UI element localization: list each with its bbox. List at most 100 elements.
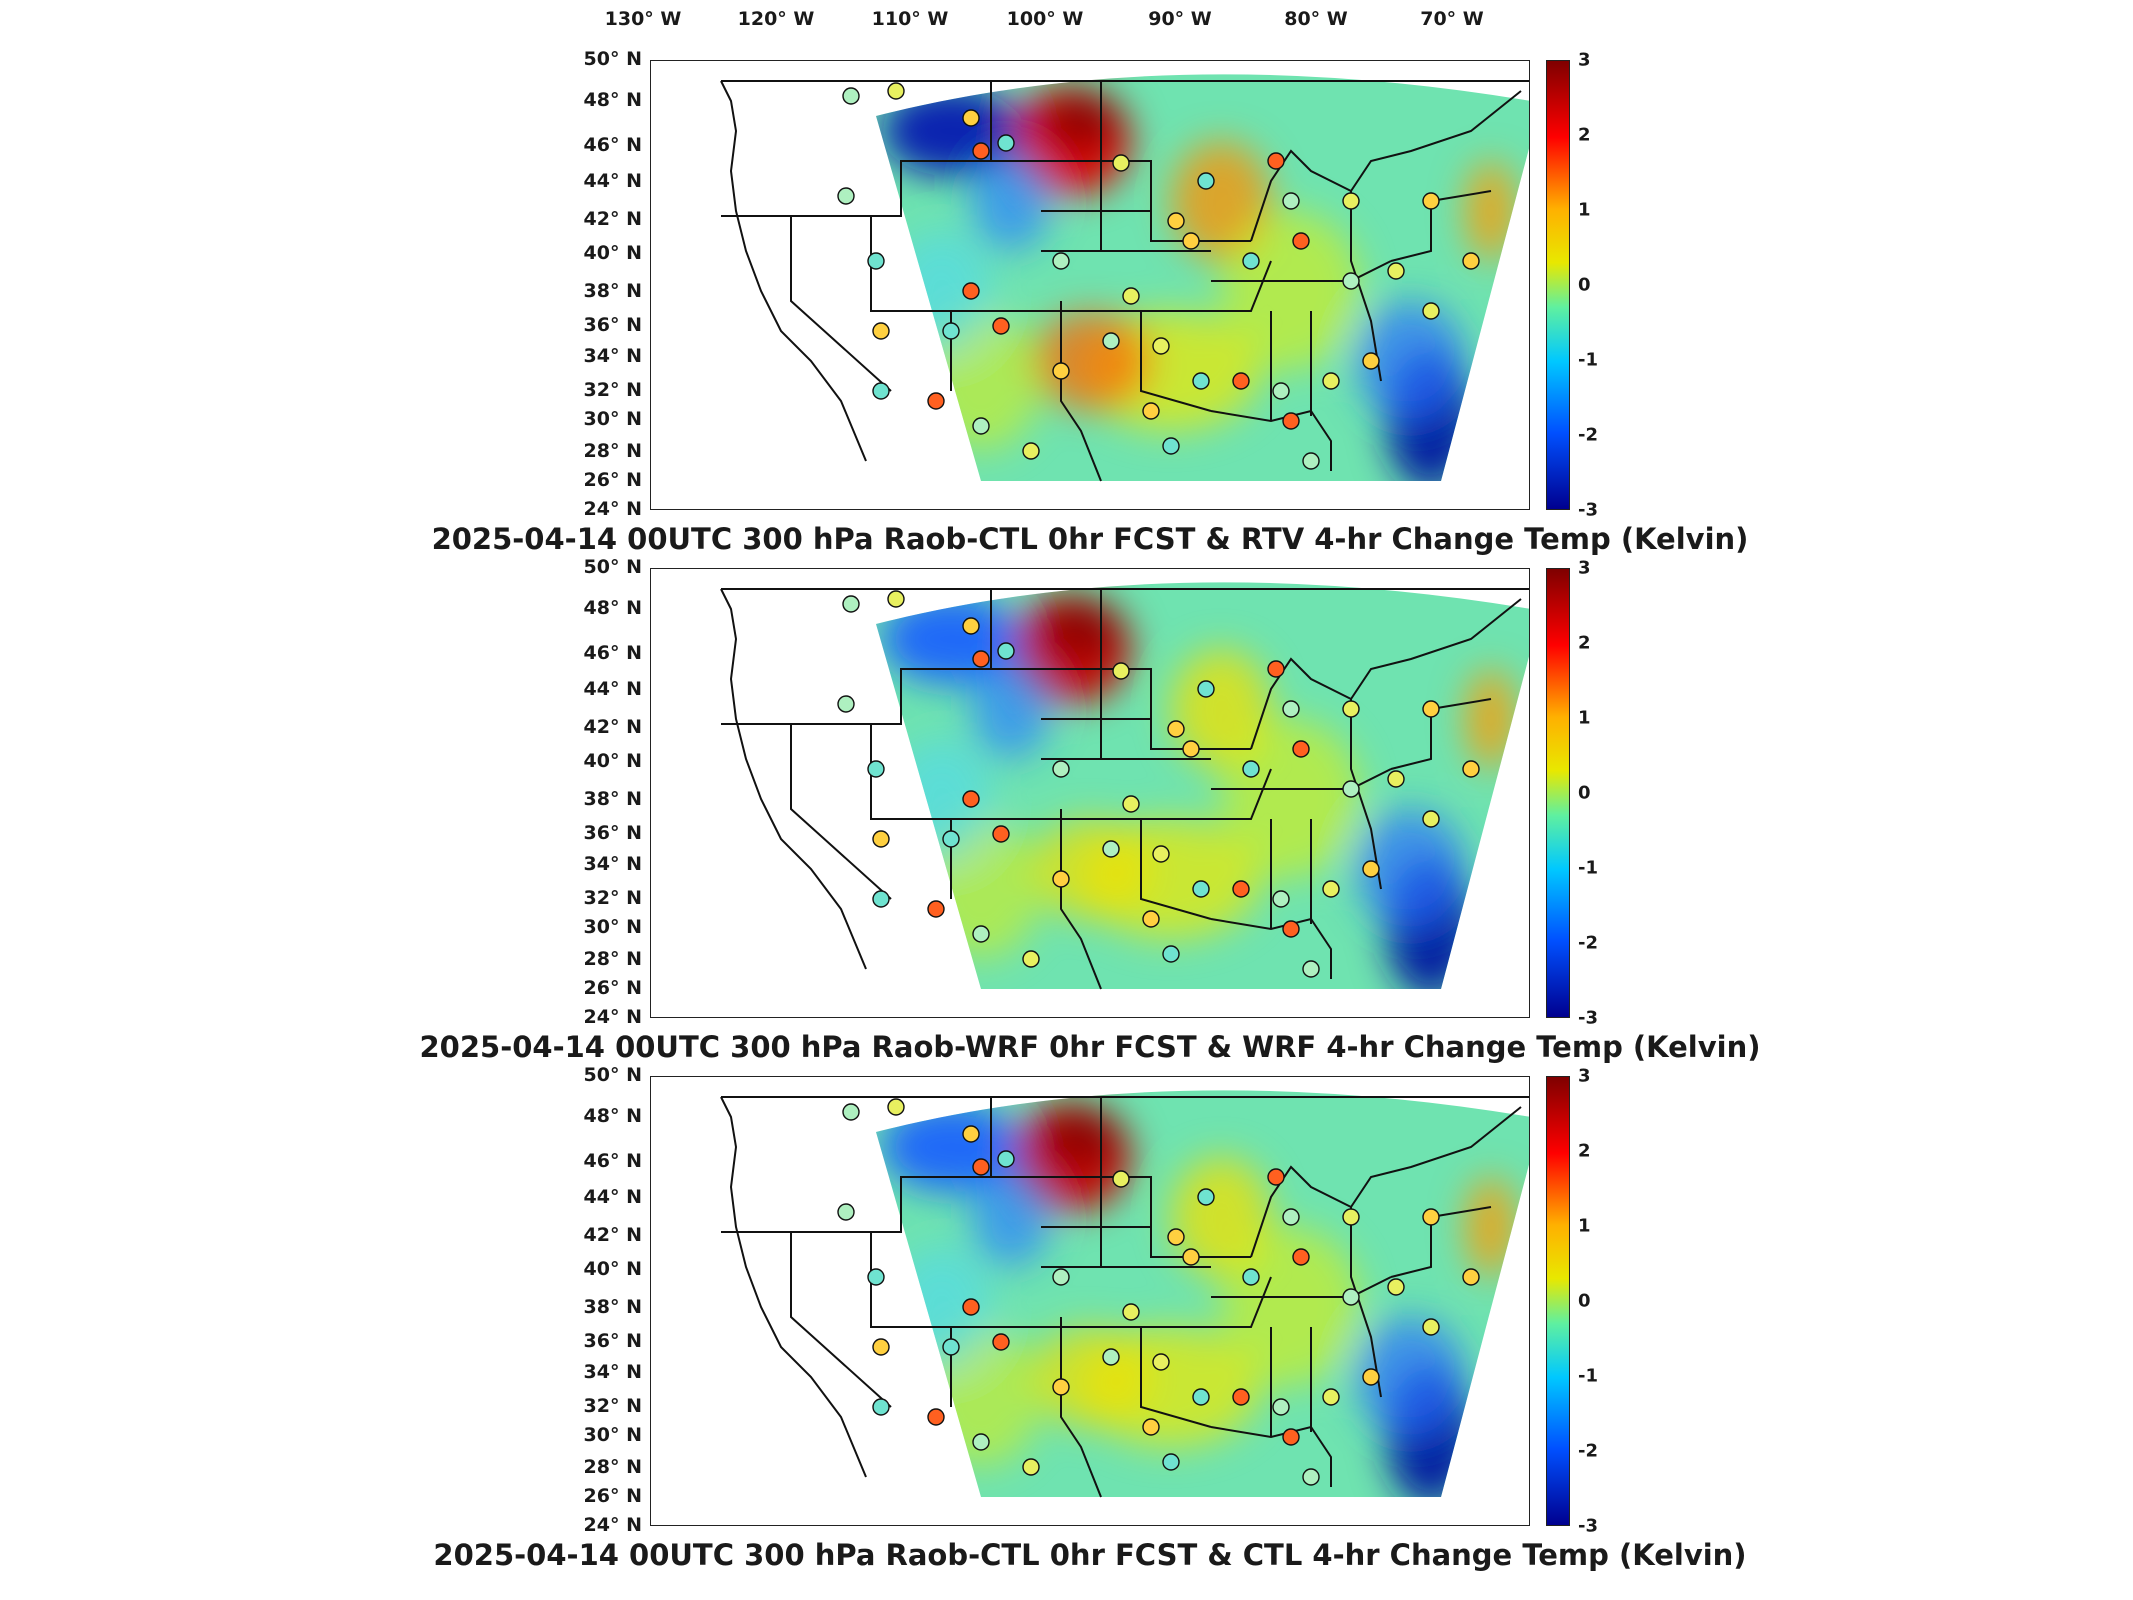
- raob-station-marker: [1342, 272, 1360, 290]
- lat-label: 32° N: [583, 1394, 642, 1417]
- map-panel-2: 50° N 48° N 46° N 44° N 42° N 40° N 38° N 36° N…: [0, 556, 2133, 1078]
- temperature-map: [650, 1076, 1530, 1526]
- longitude-axis: 130° W 120° W 110° W 100° W 90° W 80° W 70° W: [0, 0, 2133, 40]
- raob-station-marker: [867, 760, 885, 778]
- raob-station-marker: [1342, 700, 1360, 718]
- raob-station-marker: [1112, 662, 1130, 680]
- raob-station-marker: [887, 1098, 905, 1116]
- raob-station-marker: [1232, 1388, 1250, 1406]
- lat-label: 34° N: [583, 853, 642, 875]
- raob-station-marker: [997, 642, 1015, 660]
- raob-station-marker: [872, 322, 890, 340]
- raob-station-marker: [962, 1298, 980, 1316]
- lon-label: 80° W: [1284, 8, 1348, 30]
- raob-station-marker: [1387, 262, 1405, 280]
- raob-station-marker: [962, 1125, 980, 1143]
- raob-station-marker: [1282, 700, 1300, 718]
- raob-station-marker: [1052, 1378, 1070, 1396]
- raob-station-marker: [927, 392, 945, 410]
- raob-station-marker: [1387, 1278, 1405, 1296]
- raob-station-marker: [1272, 1398, 1290, 1416]
- raob-station-marker: [1197, 172, 1215, 190]
- raob-station-marker: [972, 142, 990, 160]
- lat-label: 50° N: [583, 556, 642, 578]
- raob-station-marker: [1282, 1208, 1300, 1226]
- raob-station-marker: [1052, 760, 1070, 778]
- lat-label: 36° N: [583, 821, 642, 844]
- raob-station-marker: [1362, 860, 1380, 878]
- raob-station-marker: [1292, 740, 1310, 758]
- raob-station-marker: [1152, 845, 1170, 863]
- raob-station-marker: [972, 417, 990, 435]
- lat-label: 36° N: [583, 1329, 642, 1352]
- raob-station-marker: [1342, 780, 1360, 798]
- panel-title: 2025-04-14 00UTC 300 hPa Raob-CTL 0hr FC…: [431, 522, 1749, 556]
- raob-station-marker: [1422, 1318, 1440, 1336]
- raob-station-marker: [872, 382, 890, 400]
- lon-label: 120° W: [737, 8, 815, 30]
- raob-station-marker: [1162, 945, 1180, 963]
- raob-station-marker: [1302, 452, 1320, 470]
- raob-station-marker: [1362, 1368, 1380, 1386]
- lon-label: 100° W: [1006, 8, 1084, 30]
- temperature-map: [650, 60, 1530, 510]
- raob-station-marker: [842, 595, 860, 613]
- lat-label: 42° N: [583, 207, 642, 230]
- raob-station-marker: [1122, 287, 1140, 305]
- lat-label: 36° N: [583, 313, 642, 336]
- lat-label: 24° N: [583, 1514, 642, 1536]
- raob-station-marker: [872, 890, 890, 908]
- raob-station-marker: [972, 1158, 990, 1176]
- raob-station-marker: [1182, 232, 1200, 250]
- raob-station-marker: [1192, 1388, 1210, 1406]
- raob-station-marker: [1142, 1418, 1160, 1436]
- lon-label: 90° W: [1148, 8, 1212, 30]
- raob-station-marker: [867, 252, 885, 270]
- raob-station-marker: [1102, 332, 1120, 350]
- raob-station-marker: [1232, 372, 1250, 390]
- lat-label: 38° N: [583, 279, 642, 302]
- lat-label: 24° N: [583, 1006, 642, 1028]
- raob-station-marker: [1192, 880, 1210, 898]
- lat-label: 28° N: [583, 439, 642, 462]
- raob-station-marker: [1387, 770, 1405, 788]
- colorbar-tick: 3: [1578, 1065, 1591, 1087]
- raob-station-marker: [1052, 1268, 1070, 1286]
- raob-station-marker: [1422, 1208, 1440, 1226]
- raob-station-marker: [1162, 1453, 1180, 1471]
- raob-station-marker: [1282, 920, 1300, 938]
- raob-station-marker: [1197, 1188, 1215, 1206]
- lat-label: 40° N: [583, 241, 642, 264]
- raob-station-marker: [1112, 154, 1130, 172]
- panel-title: 2025-04-14 00UTC 300 hPa Raob-WRF 0hr FC…: [419, 1030, 1761, 1064]
- raob-station-marker: [1152, 1353, 1170, 1371]
- raob-station-marker: [962, 790, 980, 808]
- raob-station-marker: [992, 825, 1010, 843]
- lat-label: 40° N: [583, 749, 642, 772]
- raob-station-marker: [1152, 337, 1170, 355]
- colorbar-tick: 0: [1578, 782, 1591, 804]
- raob-station-marker: [1282, 1428, 1300, 1446]
- colorbar-tick: -3: [1578, 1007, 1598, 1029]
- lon-label: 110° W: [871, 8, 949, 30]
- raob-station-marker: [1267, 152, 1285, 170]
- raob-station-marker: [972, 925, 990, 943]
- lat-label: 46° N: [583, 1149, 642, 1172]
- panel-title: 2025-04-14 00UTC 300 hPa Raob-CTL 0hr FC…: [433, 1538, 1747, 1572]
- lat-label: 30° N: [583, 916, 642, 938]
- raob-station-marker: [927, 900, 945, 918]
- lat-label: 34° N: [583, 1361, 642, 1383]
- lat-label: 38° N: [583, 1295, 642, 1318]
- colorbar-tick: 2: [1578, 632, 1591, 654]
- raob-station-marker: [1302, 1468, 1320, 1486]
- raob-station-marker: [942, 830, 960, 848]
- raob-station-marker: [992, 1333, 1010, 1351]
- raob-station-marker: [1282, 412, 1300, 430]
- colorbar-tick: 0: [1578, 1290, 1591, 1312]
- raob-station-marker: [1422, 700, 1440, 718]
- raob-station-marker: [1167, 1228, 1185, 1246]
- raob-station-marker: [872, 1398, 890, 1416]
- raob-station-marker: [1242, 1268, 1260, 1286]
- raob-station-marker: [1462, 252, 1480, 270]
- raob-station-marker: [1282, 192, 1300, 210]
